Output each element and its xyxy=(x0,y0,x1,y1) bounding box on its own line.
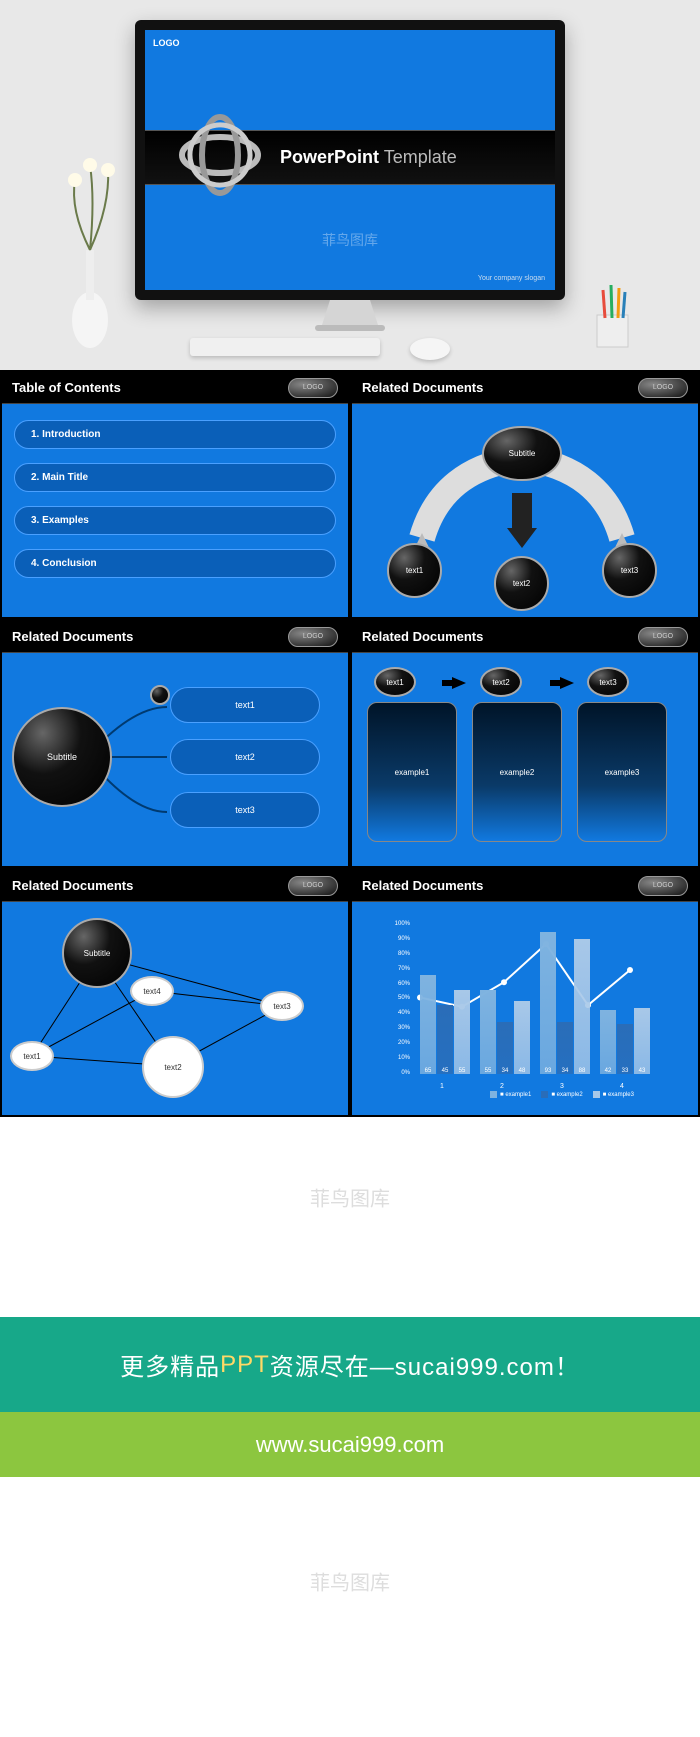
banner1-post: 资源尽在—sucai999.com！ xyxy=(270,1347,580,1382)
chart-plot: 654555553448933488423343 xyxy=(412,921,672,1074)
slide-title: Related Documents xyxy=(362,380,483,395)
slide-grid: Table of Contents LOGO 1. Introduction 2… xyxy=(0,370,700,1117)
network-node: text3 xyxy=(260,991,304,1021)
slide-title: Related Documents xyxy=(12,629,133,644)
promo-banner-1: 更多精品 PPT 资源尽在—sucai999.com！ xyxy=(0,1317,700,1412)
branch-pill: text3 xyxy=(170,792,320,828)
slide-title: Related Documents xyxy=(12,878,133,893)
title-slide: LOGO PowerPoint Template Your company sl… xyxy=(145,30,555,290)
slide-header: Related Documents LOGO xyxy=(352,870,698,902)
slide-header: Related Documents LOGO xyxy=(2,621,348,653)
promo-banner-2: www.sucai999.com xyxy=(0,1412,700,1477)
monitor-stand xyxy=(310,300,390,335)
slide-title: Related Documents xyxy=(362,878,483,893)
network-hub-orb: Subtitle xyxy=(62,918,132,988)
arrow-right-icon xyxy=(452,677,466,689)
toc-item: 3. Examples xyxy=(14,506,336,535)
toc-item: 1. Introduction xyxy=(14,420,336,449)
branch-pill: text1 xyxy=(170,687,320,723)
logo-badge: LOGO xyxy=(638,378,688,398)
slide-toc: Table of Contents LOGO 1. Introduction 2… xyxy=(2,372,348,617)
ring-icon xyxy=(175,110,265,200)
logo-text: LOGO xyxy=(153,38,180,48)
chart-yticks: 0%10%20%30%40%50%60%70%80%90%100% xyxy=(380,921,410,1076)
title-light: Template xyxy=(379,147,457,167)
branch-joint-orb xyxy=(150,685,170,705)
arrow-right-icon xyxy=(560,677,574,689)
example-card: example3 xyxy=(577,702,667,842)
logo-badge: LOGO xyxy=(288,876,338,896)
slide-header: Related Documents LOGO xyxy=(352,372,698,404)
toc-item: 2. Main Title xyxy=(14,463,336,492)
banner1-highlight: PPT xyxy=(220,1351,270,1379)
pencil-cup-decor xyxy=(585,280,640,350)
logo-badge: LOGO xyxy=(638,876,688,896)
flow-child-orb: text1 xyxy=(387,543,442,598)
card-tag-orb: text2 xyxy=(480,667,522,697)
banner2-text: www.sucai999.com xyxy=(256,1432,444,1458)
bar-chart: 0%10%20%30%40%50%60%70%80%90%100% 654555… xyxy=(412,921,672,1096)
flow-child-orb: text2 xyxy=(494,556,549,611)
hero-scene: LOGO PowerPoint Template Your company sl… xyxy=(0,0,700,370)
slide-chart: Related Documents LOGO 0%10%20%30%40%50%… xyxy=(352,870,698,1115)
network-node: text1 xyxy=(10,1041,54,1071)
vase-decor xyxy=(60,150,120,350)
watermark-text: 菲鸟图库 xyxy=(310,1183,390,1212)
toc-item: 4. Conclusion xyxy=(14,549,336,578)
keyboard-decor xyxy=(190,338,380,356)
flow-hub-orb: Subtitle xyxy=(482,426,562,481)
logo-badge: LOGO xyxy=(288,627,338,647)
slide-branch: Related Documents LOGO Subtitle text1 te… xyxy=(2,621,348,866)
card-tag-orb: text1 xyxy=(374,667,416,697)
card-tag-orb: text3 xyxy=(587,667,629,697)
slogan-text: Your company slogan xyxy=(478,275,545,282)
branch-pill: text2 xyxy=(170,739,320,775)
banner1-pre: 更多精品 xyxy=(120,1347,220,1382)
title-bold: PowerPoint xyxy=(280,147,379,167)
slide-title: Related Documents xyxy=(362,629,483,644)
watermark-text: 菲鸟图库 xyxy=(322,230,378,250)
footer-spacer-2: 菲鸟图库 xyxy=(0,1477,700,1737)
chart-legend: ■ example1■ example2■ example3 xyxy=(462,1091,662,1098)
slide-flow: Related Documents LOGO Subtitle text1 te… xyxy=(352,372,698,617)
monitor-frame: LOGO PowerPoint Template Your company sl… xyxy=(135,20,565,300)
logo-badge: LOGO xyxy=(288,378,338,398)
watermark-text: 菲鸟图库 xyxy=(310,1567,390,1596)
network-node: text2 xyxy=(142,1036,204,1098)
logo-badge: LOGO xyxy=(638,627,688,647)
branch-hub-orb: Subtitle xyxy=(12,707,112,807)
main-title: PowerPoint Template xyxy=(280,147,457,168)
footer-spacer: 菲鸟图库 xyxy=(0,1117,700,1317)
slide-network: Related Documents LOGO Subtitle text4 te… xyxy=(2,870,348,1115)
example-card: example1 xyxy=(367,702,457,842)
slide-header: Related Documents LOGO xyxy=(2,870,348,902)
flow-child-orb: text3 xyxy=(602,543,657,598)
network-node: text4 xyxy=(130,976,174,1006)
chart-xticks: 1234 xyxy=(412,1083,672,1090)
slide-cards: Related Documents LOGO text1 text2 text3… xyxy=(352,621,698,866)
mouse-decor xyxy=(410,338,450,360)
slide-header: Table of Contents LOGO xyxy=(2,372,348,404)
example-card: example2 xyxy=(472,702,562,842)
slide-header: Related Documents LOGO xyxy=(352,621,698,653)
slide-title: Table of Contents xyxy=(12,380,121,395)
